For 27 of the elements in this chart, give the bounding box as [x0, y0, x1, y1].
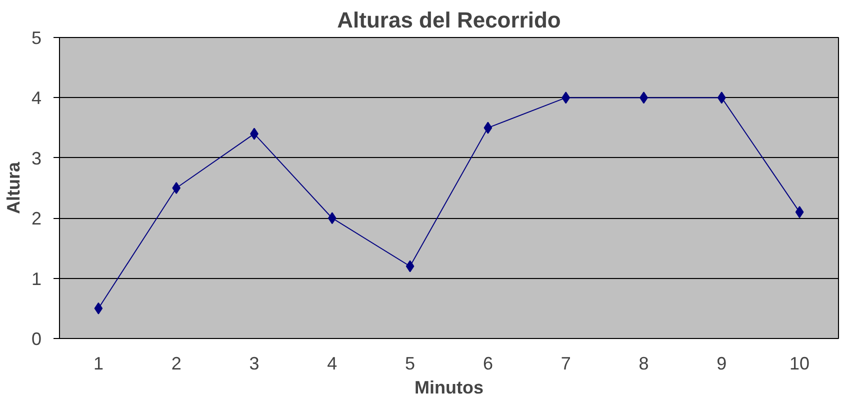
point	[562, 92, 570, 104]
y-tick-label: 4	[31, 88, 42, 108]
x-tick-label: 8	[638, 354, 649, 374]
point	[94, 302, 103, 314]
point	[795, 206, 804, 218]
y-tick-label: 5	[31, 28, 42, 48]
x-tick-label: 4	[327, 354, 338, 374]
x-tick-label: 10	[790, 354, 810, 374]
x-tick-label: 1	[93, 354, 104, 374]
x-tick-label: 9	[716, 354, 727, 374]
y-tick-label: 3	[31, 148, 42, 168]
x-tick-label: 6	[482, 354, 493, 374]
y-tick-label: 0	[31, 329, 42, 349]
chart-title: Alturas del Recorrido	[337, 8, 561, 32]
x-tick-label: 5	[405, 354, 416, 374]
x-tick-label: 7	[560, 354, 571, 374]
x-tick-label: 2	[171, 354, 182, 374]
point	[406, 260, 414, 272]
point	[172, 182, 181, 194]
y-tick-label: 1	[31, 268, 42, 289]
x-axis-title: Minutos	[414, 378, 484, 398]
point	[328, 212, 336, 224]
y-axis-title: Altura	[3, 161, 24, 214]
x-tick-label: 3	[249, 354, 260, 374]
point	[484, 122, 492, 134]
y-tick-label: 2	[31, 208, 42, 229]
point	[717, 92, 726, 104]
